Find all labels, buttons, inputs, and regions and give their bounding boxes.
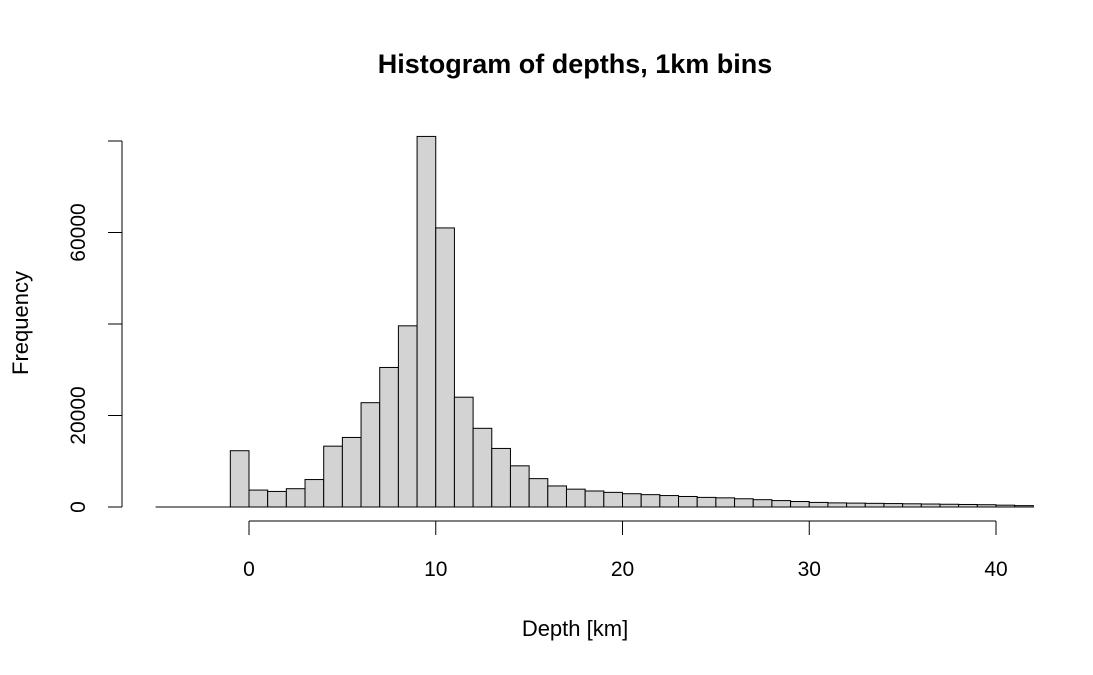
x-axis-label: Depth [km]	[522, 616, 628, 641]
histogram-bar	[864, 502, 885, 508]
y-tick-label: 20000	[67, 386, 90, 444]
histogram-bar	[790, 501, 810, 508]
histogram-bar	[397, 325, 418, 508]
histogram-bar	[472, 427, 493, 508]
x-tick-label: 20	[611, 558, 634, 581]
histogram-bar	[622, 493, 642, 508]
histogram-bar	[734, 498, 754, 508]
histogram-bar	[976, 504, 997, 508]
histogram-bar	[920, 503, 941, 508]
histogram-bar	[341, 436, 362, 508]
histogram-bar	[267, 490, 287, 508]
histogram-bar	[603, 491, 624, 508]
histogram-bar	[902, 503, 922, 508]
x-tick-label: 0	[243, 558, 255, 581]
histogram-bar	[379, 366, 399, 508]
histogram-bar	[771, 500, 792, 508]
histogram-bar	[1014, 505, 1034, 508]
y-axis-label: Frequency	[8, 271, 33, 375]
histogram-bar	[304, 479, 325, 508]
histogram-bar	[827, 502, 848, 508]
histogram-bar	[678, 495, 698, 508]
histogram-bar	[883, 503, 904, 508]
histogram-bar	[453, 396, 474, 508]
histogram-bar	[229, 450, 250, 508]
x-tick-label: 40	[984, 558, 1007, 581]
histogram-bar	[360, 402, 381, 508]
histogram-bar	[958, 503, 978, 508]
y-axis: 0 20000 60000	[67, 140, 123, 513]
histogram-bar	[285, 488, 306, 508]
histogram-bar	[491, 447, 511, 508]
histogram-bar	[416, 135, 437, 508]
histogram-bars	[155, 135, 1034, 508]
histogram-bar	[995, 504, 1016, 508]
histogram-bar	[547, 485, 567, 508]
chart-title: Histogram of depths, 1km bins	[378, 49, 773, 79]
histogram-bar	[435, 227, 455, 508]
x-tick-label: 30	[798, 558, 821, 581]
histogram-bar	[939, 503, 960, 508]
histogram-bar	[248, 489, 269, 508]
histogram-bar	[584, 490, 605, 508]
histogram-bar	[640, 494, 661, 508]
histogram-bar	[528, 478, 549, 508]
histogram-bar	[808, 501, 829, 508]
y-tick-label: 60000	[67, 203, 90, 261]
x-tick-label: 10	[424, 558, 447, 581]
histogram-bar	[696, 496, 717, 508]
y-tick-label: 0	[67, 501, 90, 513]
histogram-bar	[509, 465, 530, 508]
histogram-bar	[323, 445, 343, 508]
histogram-bar	[846, 502, 866, 508]
histogram-bar	[752, 499, 773, 508]
histogram-bar	[565, 488, 586, 508]
histogram-bar	[659, 495, 680, 508]
histogram-bar	[715, 497, 736, 508]
x-axis: 0 10 20 30 40	[243, 520, 1008, 581]
